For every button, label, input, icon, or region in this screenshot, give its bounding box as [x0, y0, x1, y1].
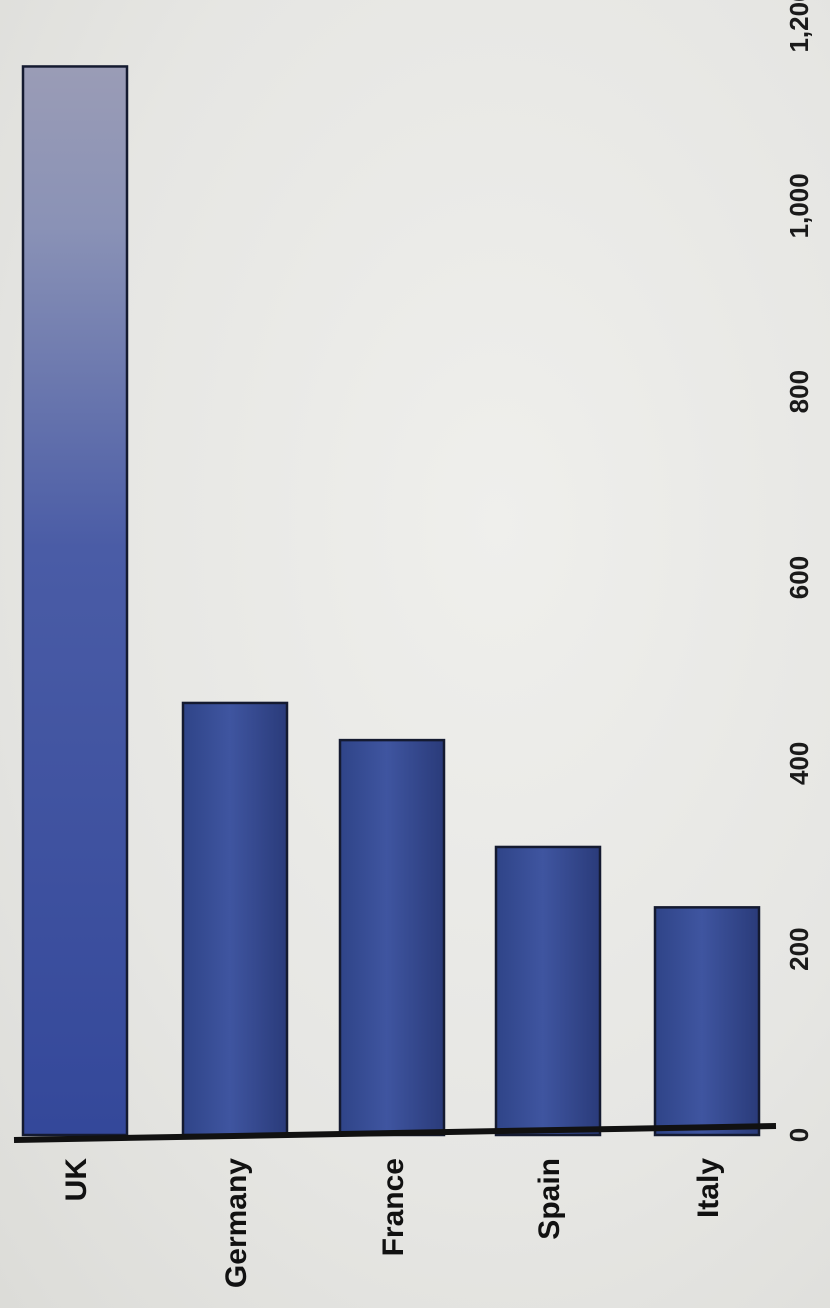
category-label-uk: UK — [60, 1158, 93, 1202]
tick-labels: 0 200 400 600 800 1,000 1,200 — [784, 0, 814, 1142]
category-labels: UK Germany France Spain Italy — [60, 1158, 725, 1288]
tick-label: 1,200 — [784, 0, 814, 53]
bar-spain — [494, 845, 602, 1137]
category-label-spain: Spain — [533, 1158, 566, 1240]
tick-label: 0 — [784, 1128, 814, 1142]
bars-layer — [21, 65, 761, 1137]
category-label-france: France — [377, 1158, 410, 1256]
category-label-italy: Italy — [692, 1158, 725, 1218]
tick-label: 600 — [784, 556, 814, 599]
x-axis-line — [13, 1123, 777, 1143]
bar-germany — [181, 701, 289, 1137]
tick-label: 400 — [784, 742, 814, 785]
bar-france — [338, 738, 446, 1137]
axis-layer — [13, 1123, 777, 1143]
category-label-germany: Germany — [220, 1158, 253, 1288]
tick-label: 1,000 — [784, 173, 814, 238]
bar-uk — [21, 65, 129, 1137]
tick-label: 200 — [784, 927, 814, 970]
tick-label: 800 — [784, 370, 814, 413]
bar-italy — [653, 906, 761, 1137]
